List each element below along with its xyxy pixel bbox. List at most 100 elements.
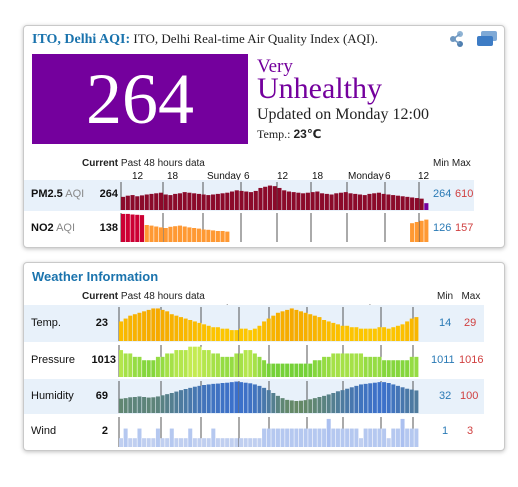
spark-temp-bar-55 (372, 328, 377, 341)
spark-pm25-bar-49 (353, 193, 358, 210)
spark-pm25-bar-30 (263, 186, 268, 210)
spark-temp-bar-57 (382, 327, 387, 341)
spark-pm25-bar-7 (154, 193, 159, 210)
spark-humidity-bar-23 (225, 382, 230, 413)
pressure-sparkline[interactable] (118, 345, 419, 377)
pressure-max: 1016 (459, 354, 484, 366)
spark-humidity-bar-30 (257, 385, 262, 413)
spark-pm25-bar-16 (196, 193, 201, 210)
spark-temp-bar-42 (312, 315, 317, 341)
spark-wind-bar-38 (294, 428, 299, 447)
wind-label: Wind (31, 425, 57, 437)
spark-pressure-bar-13 (179, 350, 184, 377)
spark-wind-bar-0 (119, 438, 124, 447)
spark-humidity-bar-56 (377, 382, 382, 413)
spark-wind-bar-36 (285, 428, 290, 447)
spark-wind-bar-2 (128, 438, 133, 447)
spark-humidity-bar-50 (349, 387, 354, 413)
spark-wind-bar-49 (345, 428, 350, 447)
no2-current: 138 (99, 222, 118, 234)
wind-sparkline[interactable] (118, 417, 419, 447)
spark-humidity-bar-63 (409, 389, 414, 413)
spark-pm25-bar-52 (367, 193, 372, 210)
aqi-header: ITO, Delhi AQI: ITO, Delhi Real-time Air… (32, 31, 378, 48)
spark-pressure-bar-10 (165, 353, 170, 377)
spark-temp-bar-40 (303, 312, 308, 341)
spark-pm25-bar-18 (206, 195, 211, 210)
spark-pm25-bar-55 (381, 193, 386, 210)
no2-sparkline[interactable] (120, 213, 429, 242)
spark-temp-bar-50 (349, 327, 354, 341)
spark-no2-bar-11 (173, 226, 178, 242)
spark-no2-bar-12 (177, 225, 182, 242)
spark-pm25-bar-38 (301, 193, 306, 210)
spark-temp-bar-25 (234, 330, 239, 341)
spark-wind-bar-50 (349, 428, 354, 447)
spark-pressure-bar-47 (335, 353, 340, 377)
spark-pressure-bar-16 (192, 346, 197, 377)
spark-pressure-bar-7 (151, 360, 156, 377)
spark-wind-bar-20 (211, 428, 216, 447)
map-stack-icon[interactable] (476, 31, 498, 52)
spark-wind-bar-41 (308, 428, 313, 447)
pm25-sparkline[interactable] (120, 182, 429, 210)
spark-no2-bar-4 (139, 215, 145, 242)
pm25-label: PM2.5 AQI (31, 188, 85, 200)
weather-past-label: Past 48 hours data (120, 291, 205, 302)
spark-temp-bar-41 (308, 314, 313, 341)
spark-pm25-bar-60 (405, 196, 410, 210)
humidity-max: 100 (460, 390, 479, 402)
spark-wind-bar-45 (326, 418, 331, 447)
spark-pressure-bar-43 (317, 360, 322, 377)
spark-temp-bar-54 (368, 328, 373, 341)
share-icon[interactable] (448, 30, 466, 53)
spark-humidity-bar-61 (400, 387, 405, 413)
spark-pm25-bar-43 (324, 193, 329, 210)
spark-pressure-bar-59 (391, 360, 396, 377)
humidity-sparkline[interactable] (118, 381, 419, 413)
spark-humidity-bar-46 (331, 393, 336, 413)
wind-current: 2 (101, 425, 108, 437)
spark-humidity-bar-7 (151, 397, 156, 413)
spark-pressure-bar-3 (132, 356, 137, 377)
spark-pressure-bar-17 (197, 346, 202, 377)
spark-pressure-bar-34 (275, 363, 280, 377)
aqi-subheader: Current Past 48 hours data (82, 158, 205, 169)
aqi-tick-7: 6 (385, 171, 391, 182)
spark-humidity-bar-14 (183, 389, 188, 413)
spark-temp-bar-52 (359, 328, 364, 341)
temp-current: 23 (95, 317, 108, 329)
wind-min: 1 (442, 425, 449, 437)
spark-wind-bar-60 (395, 428, 400, 447)
spark-pm25-bar-31 (267, 185, 273, 210)
spark-temp-bar-8 (155, 308, 160, 341)
spark-no2-bar-17 (201, 229, 206, 242)
spark-humidity-bar-64 (414, 390, 419, 413)
spark-wind-bar-33 (271, 428, 276, 447)
spark-no2-bar-6 (149, 225, 154, 242)
spark-pressure-bar-48 (340, 353, 345, 377)
spark-humidity-bar-36 (285, 399, 290, 413)
spark-wind-bar-26 (239, 438, 244, 447)
spark-humidity-bar-25 (234, 381, 239, 413)
spark-humidity-bar-2 (128, 397, 133, 413)
pressure-label: Pressure (31, 354, 76, 366)
weather-current-label: Current (82, 291, 119, 302)
spark-pm25-bar-28 (253, 190, 258, 210)
spark-pm25-bar-14 (187, 192, 192, 210)
spark-pm25-bar-13 (182, 192, 187, 210)
spark-pm25-bar-27 (248, 192, 254, 210)
temp-sparkline[interactable] (118, 307, 419, 341)
spark-pressure-bar-31 (262, 360, 267, 377)
spark-humidity-bar-34 (275, 395, 280, 413)
spark-no2-bar-21 (220, 231, 225, 242)
spark-temp-bar-30 (257, 325, 262, 341)
spark-humidity-bar-9 (160, 395, 165, 413)
station-link[interactable]: ITO, Delhi AQI (32, 32, 126, 47)
spark-pressure-bar-42 (312, 360, 317, 377)
no2-min: 126 (433, 222, 452, 234)
spark-no2-bar-22 (225, 231, 230, 242)
spark-humidity-bar-59 (391, 384, 396, 413)
spark-pm25-bar-32 (272, 186, 277, 210)
spark-no2-bar-64 (424, 219, 429, 242)
